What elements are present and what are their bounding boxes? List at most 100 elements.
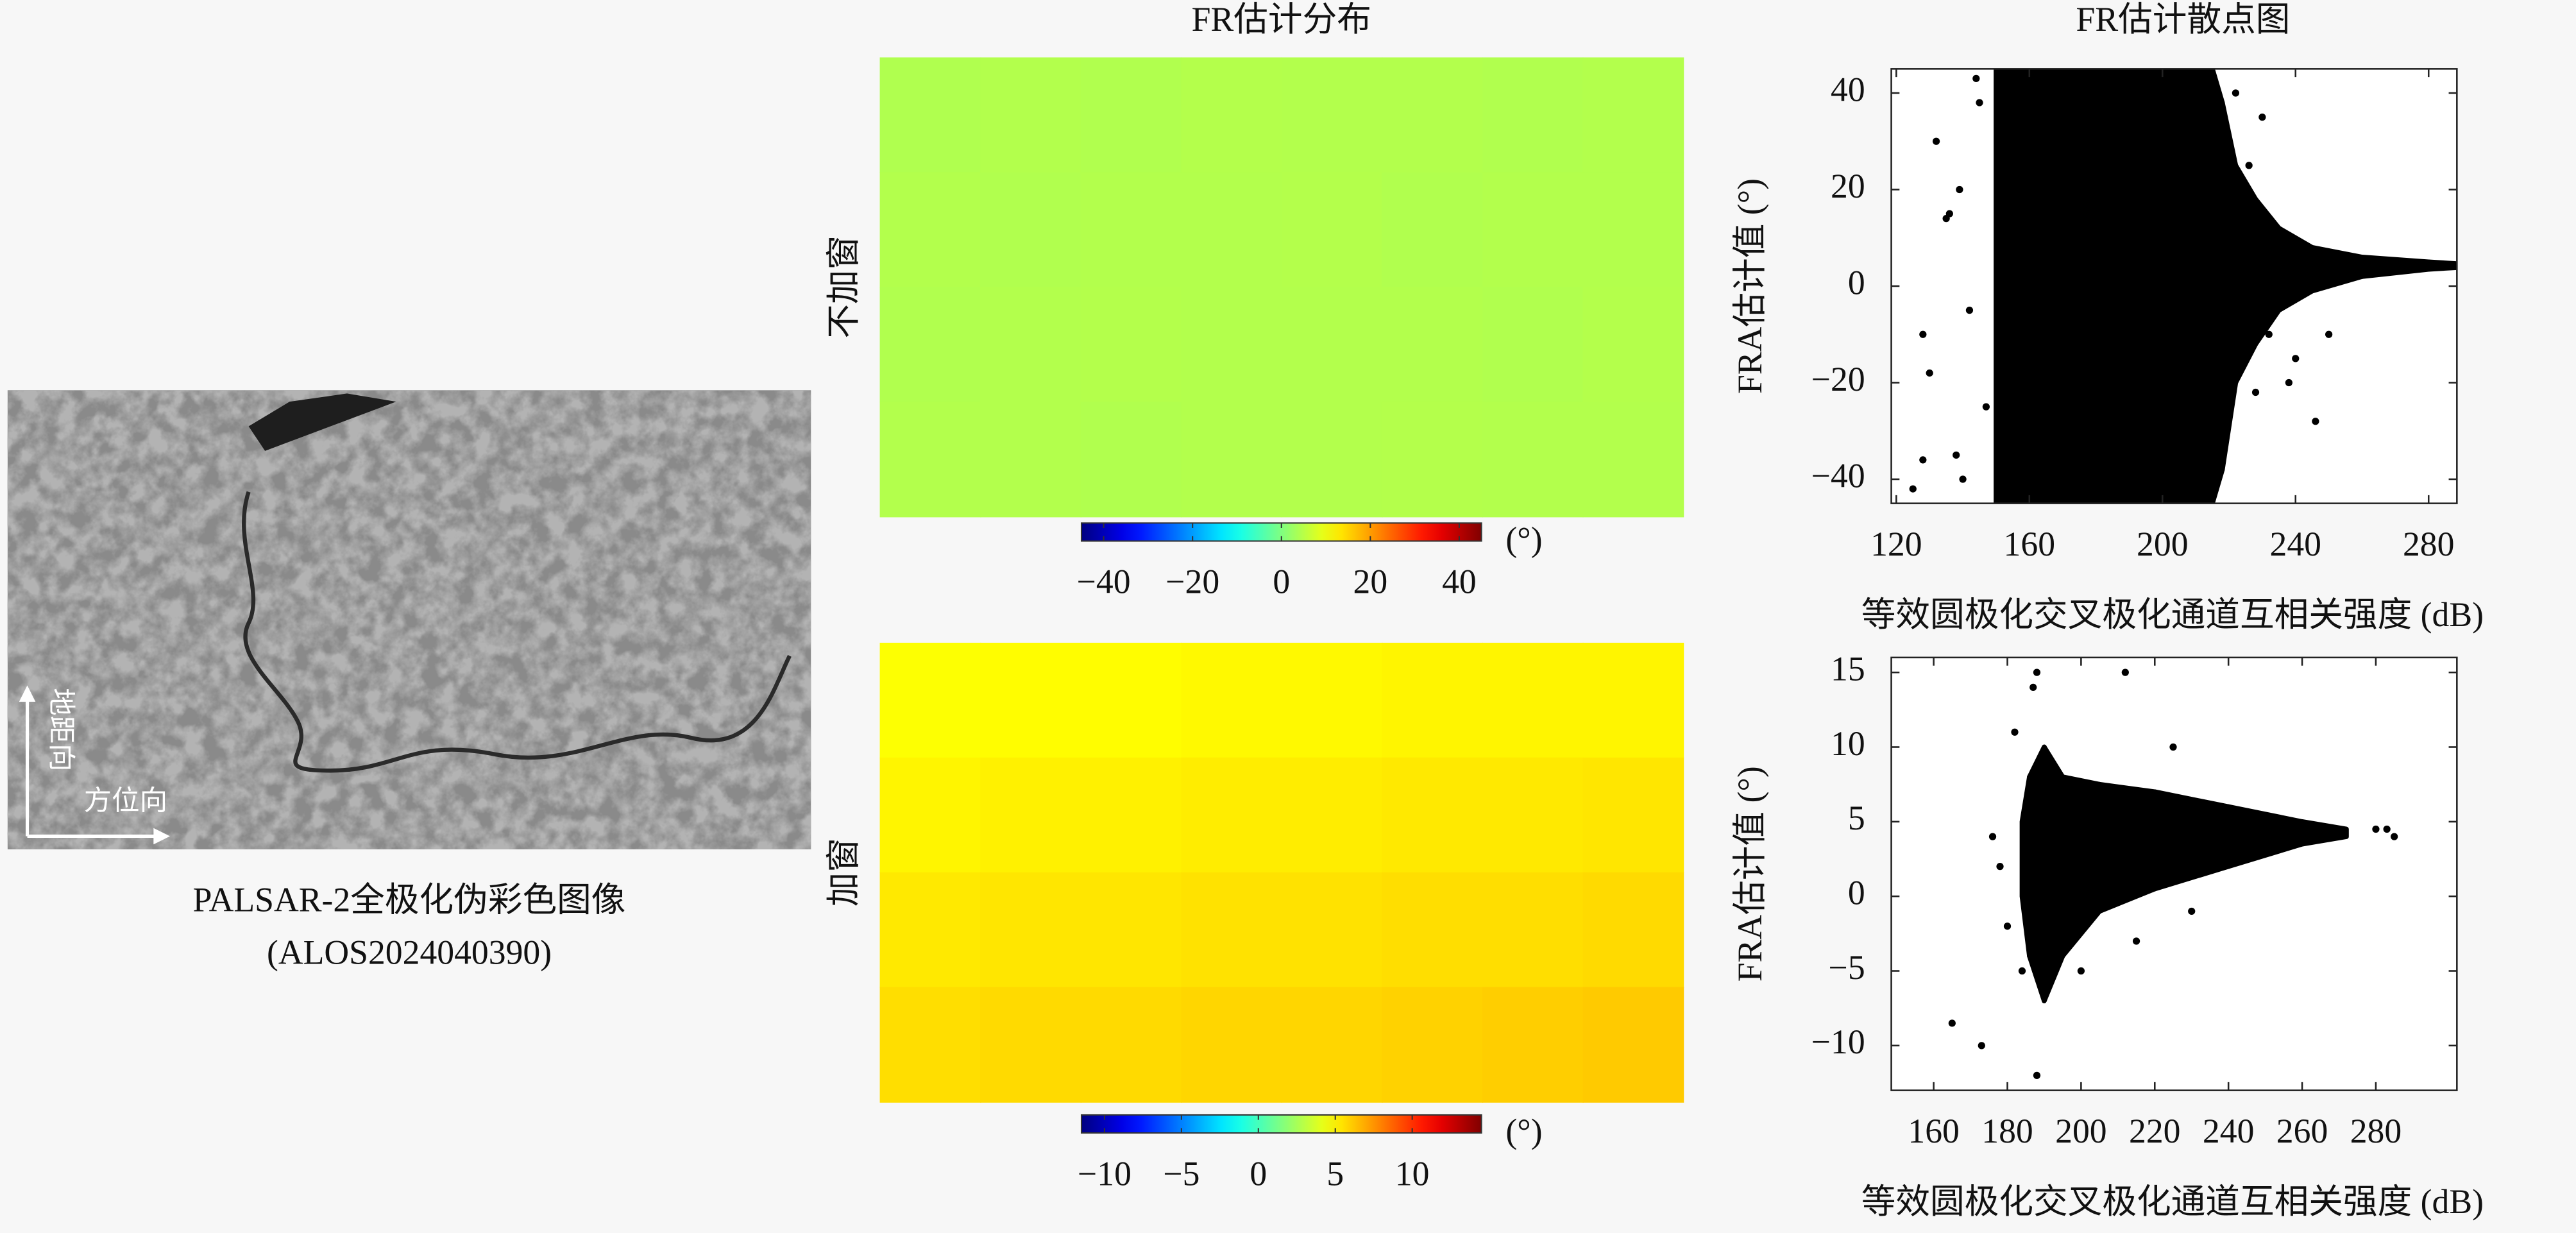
point — [2003, 923, 2012, 930]
heat-cell — [1181, 287, 1283, 403]
heat-cell — [1080, 57, 1182, 173]
point — [2245, 162, 2253, 169]
heat-cell — [1281, 757, 1383, 873]
point — [1976, 99, 1983, 106]
point — [2121, 668, 2129, 676]
point — [2312, 418, 2319, 425]
point — [1956, 185, 1963, 194]
heat-cell — [1281, 57, 1383, 173]
colorbar-tick-label: 0 — [1250, 1154, 1267, 1193]
y-tick-label: −5 — [1829, 948, 1865, 987]
colorbar-unit: (°) — [1505, 520, 1542, 558]
point — [2258, 113, 2266, 121]
x-axis-label: 等效圆极化交叉极化通道互相关强度 (dB) — [1861, 1182, 2484, 1221]
heat-cell — [980, 642, 1081, 759]
image-caption: PALSAR-2全极化伪彩色图像 — [193, 881, 626, 919]
y-tick-label: 0 — [1848, 873, 1865, 912]
heat-cell — [1482, 987, 1584, 1103]
dense-region — [2097, 781, 2158, 914]
heat-cell — [1382, 287, 1484, 403]
dense-region — [2042, 744, 2065, 1003]
y-tick-label: 15 — [1831, 649, 1865, 688]
x-tick-label: 180 — [1981, 1112, 2033, 1150]
heat-cell — [1080, 172, 1182, 288]
y-axis-label: FRA估计值 (°) — [1731, 178, 1769, 394]
heat-cell — [879, 402, 981, 518]
heat-cell — [980, 872, 1081, 988]
point — [2391, 833, 2398, 840]
row-label: 加窗 — [824, 838, 863, 906]
x-tick-label: 240 — [2203, 1112, 2254, 1150]
arrow-head — [19, 685, 36, 702]
colorbar — [1080, 1114, 1482, 1134]
heat-cell — [1482, 642, 1584, 759]
heat-cell — [980, 757, 1081, 873]
heat-cell — [1080, 757, 1182, 873]
heat-cell — [1482, 757, 1584, 873]
y-tick-label: −40 — [1811, 456, 1865, 495]
heat-cell — [1080, 872, 1182, 988]
heat-cell — [1482, 172, 1584, 288]
x-tick-label: 260 — [2276, 1112, 2328, 1150]
point — [2292, 355, 2300, 362]
heat-cell — [1281, 987, 1383, 1103]
point — [2383, 825, 2391, 833]
heat-cell — [879, 757, 981, 873]
heat-cell — [1181, 57, 1283, 173]
heat-cell — [1181, 757, 1283, 873]
heat-cell — [1181, 642, 1283, 759]
heat-cell — [1382, 402, 1484, 518]
heat-cell — [1582, 402, 1684, 518]
x-axis-label: 等效圆极化交叉极化通道互相关强度 (dB) — [1861, 595, 2484, 634]
y-tick-label: 20 — [1831, 167, 1865, 205]
x-tick-label: 220 — [2129, 1112, 2180, 1150]
axes-frame — [1890, 656, 2458, 1091]
heat-cell — [1382, 757, 1484, 873]
point — [1988, 833, 1997, 840]
point — [1959, 475, 1967, 483]
heat-cell — [879, 172, 981, 288]
heat-cell — [1482, 287, 1584, 403]
x-tick-label: 240 — [2270, 525, 2321, 563]
point — [1982, 403, 1990, 411]
heat-cell — [1582, 757, 1684, 873]
heat-cell — [980, 287, 1081, 403]
point — [1972, 74, 1980, 83]
river — [242, 491, 792, 773]
heat-cell — [1582, 172, 1684, 288]
heat-cell — [1582, 287, 1684, 403]
point — [2169, 743, 2177, 751]
point — [2285, 378, 2293, 387]
x-tick-label: 200 — [2055, 1112, 2106, 1150]
colorbar-tick-label: 20 — [1353, 563, 1388, 601]
x-tick-label: 160 — [2004, 525, 2055, 563]
point — [1965, 307, 1974, 314]
y-axis-label: FRA估计值 (°) — [1731, 766, 1769, 982]
dense-region — [2233, 163, 2258, 386]
azimuth-label: 方位向 — [84, 785, 167, 816]
y-tick-label: −10 — [1811, 1023, 1865, 1061]
colorbar-tick-label: −20 — [1165, 563, 1219, 601]
point — [1978, 1042, 1985, 1050]
heat-cell — [1482, 872, 1584, 988]
heat-cell — [1382, 172, 1484, 288]
heat-cell — [1582, 872, 1684, 988]
sar-texture — [7, 390, 811, 849]
point — [2132, 937, 2140, 945]
x-tick-label: 200 — [2137, 525, 2188, 563]
points — [1909, 69, 2457, 504]
point — [1953, 451, 1960, 459]
heat-cell — [980, 57, 1081, 173]
x-tick-label: 280 — [2350, 1112, 2402, 1150]
heat-cell — [1582, 642, 1684, 759]
heat-cell — [1181, 872, 1283, 988]
colorbar-tick-label: 10 — [1395, 1154, 1430, 1193]
row-label: 不加窗 — [824, 235, 863, 339]
heat-cell — [980, 402, 1081, 518]
colorbar-tick-label: −5 — [1163, 1154, 1199, 1193]
column-title: FR估计分布 — [1192, 0, 1371, 38]
point — [2033, 668, 2041, 676]
heat-cell — [1382, 57, 1484, 173]
heat-cell — [1181, 402, 1283, 518]
